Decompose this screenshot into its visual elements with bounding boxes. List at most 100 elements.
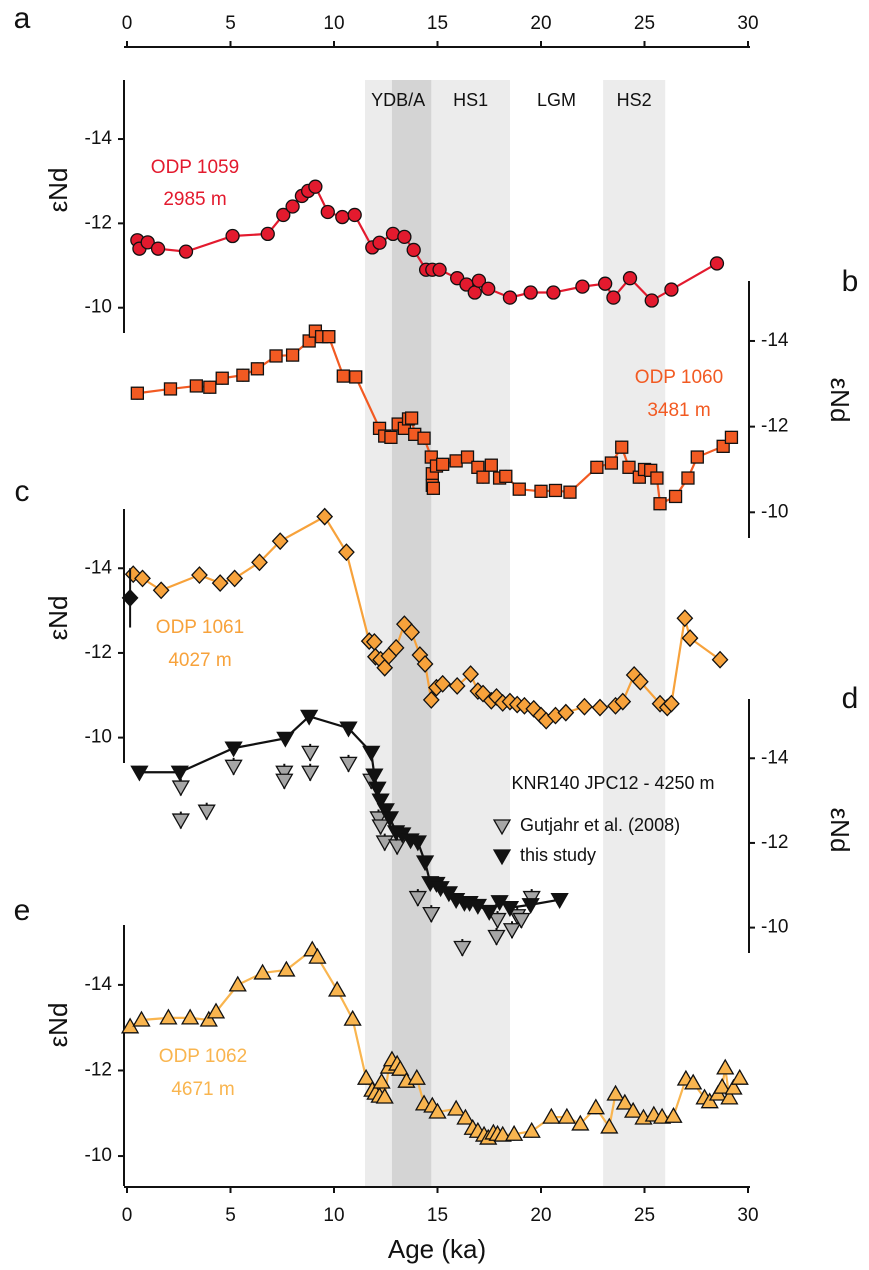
marker	[140, 235, 155, 250]
marker	[720, 1088, 739, 1105]
marker	[285, 199, 300, 214]
marker	[422, 690, 440, 709]
panel-label: d	[842, 682, 859, 715]
marker	[250, 362, 265, 376]
marker	[456, 1108, 475, 1125]
marker	[275, 773, 294, 790]
marker	[684, 1073, 703, 1090]
legend-label: Gutjahr et al. (2008)	[520, 815, 680, 835]
marker	[590, 460, 604, 474]
marker	[512, 482, 526, 496]
marker	[512, 912, 531, 929]
marker	[163, 382, 178, 396]
marker	[170, 765, 189, 782]
marker	[622, 271, 638, 286]
marker	[387, 638, 405, 657]
marker	[623, 1101, 643, 1118]
annotation: ODP 1059	[151, 157, 239, 178]
marker	[408, 890, 427, 907]
marker	[716, 1058, 735, 1075]
marker	[391, 1059, 410, 1076]
annotation: 4027 m	[168, 650, 231, 671]
marker	[397, 229, 412, 245]
marker	[480, 904, 499, 921]
marker	[203, 380, 217, 394]
x-tick-label: 5	[225, 13, 236, 34]
marker	[301, 745, 320, 762]
annotation: ODP 1062	[159, 1046, 247, 1067]
marker	[236, 368, 250, 382]
marker	[371, 819, 390, 836]
marker	[276, 731, 295, 748]
period-shade	[431, 80, 510, 1187]
marker	[493, 1125, 512, 1142]
marker	[130, 386, 145, 400]
marker	[372, 1072, 391, 1089]
marker	[226, 569, 244, 588]
marker	[215, 371, 229, 385]
marker	[650, 471, 664, 485]
marker	[372, 235, 387, 250]
marker	[462, 665, 480, 684]
marker	[130, 765, 149, 782]
marker	[269, 349, 283, 363]
marker	[132, 1010, 151, 1027]
marker	[614, 692, 632, 711]
marker	[253, 963, 272, 980]
marker	[349, 370, 363, 384]
marker	[403, 623, 421, 642]
marker	[681, 471, 695, 485]
marker	[375, 1087, 394, 1104]
marker	[676, 609, 694, 628]
marker	[557, 1107, 576, 1124]
marker	[206, 1002, 226, 1019]
period-label: HS1	[453, 90, 488, 110]
marker	[492, 819, 512, 836]
marker	[320, 204, 335, 220]
marker	[404, 411, 419, 425]
annotation: 2985 m	[163, 189, 226, 210]
marker	[546, 285, 561, 300]
x-tick-label: 0	[122, 1205, 133, 1226]
panel-label: e	[14, 894, 31, 927]
marker	[730, 1068, 749, 1085]
marker	[134, 569, 151, 588]
marker	[487, 929, 506, 946]
marker	[563, 485, 577, 499]
marker	[447, 1099, 466, 1116]
y-tick-label: -12	[761, 416, 788, 437]
marker	[668, 489, 683, 504]
panel-label: a	[14, 2, 31, 35]
marker	[492, 849, 512, 866]
marker	[663, 694, 680, 713]
legend-label: this study	[520, 845, 596, 865]
marker	[159, 1008, 178, 1025]
marker	[664, 282, 679, 297]
x-tick-label: 20	[530, 13, 551, 34]
marker	[644, 293, 659, 308]
marker	[336, 369, 350, 383]
marker	[300, 709, 319, 726]
annotation: 4671 m	[171, 1079, 234, 1100]
marker	[690, 450, 704, 464]
y-tick-label: -10	[761, 917, 788, 938]
marker	[534, 484, 548, 498]
period-shade	[603, 80, 666, 1187]
y-tick-label: -12	[761, 832, 788, 853]
marker	[271, 532, 289, 551]
marker	[181, 1008, 200, 1025]
period-label: YDB/A	[371, 90, 425, 110]
marker	[502, 290, 518, 305]
marker	[277, 960, 296, 977]
marker	[523, 285, 538, 300]
marker	[615, 440, 629, 454]
marker	[189, 379, 203, 393]
y-tick-label: -14	[85, 557, 113, 578]
marker	[467, 285, 482, 300]
marker	[276, 207, 291, 223]
marker	[285, 348, 300, 362]
marker	[199, 1010, 218, 1027]
marker	[228, 975, 247, 992]
marker	[591, 698, 609, 717]
marker	[724, 430, 739, 444]
